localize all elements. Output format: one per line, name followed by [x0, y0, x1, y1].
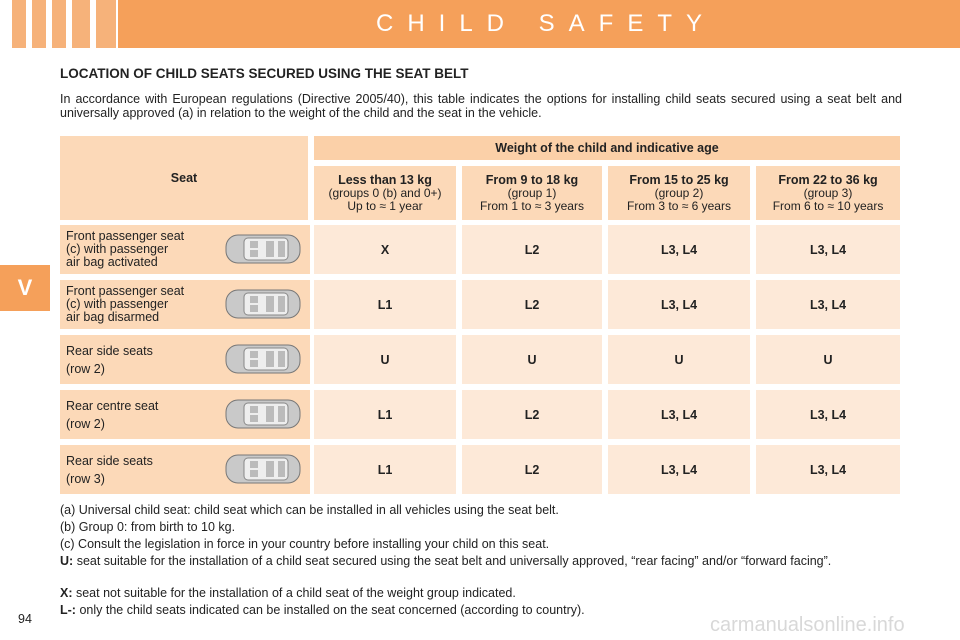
- seat-label: air bag disarmed: [66, 310, 160, 324]
- page-number: 94: [18, 612, 32, 626]
- group: (group 1): [507, 185, 557, 200]
- seat-label: (row 2): [66, 361, 105, 376]
- cell-value: L3, L4: [608, 445, 750, 494]
- car-icon: [225, 399, 301, 429]
- note: (b) Group 0: from birth to 10 kg.: [60, 520, 902, 535]
- cell-value: U: [462, 335, 602, 384]
- column-header: From 15 to 25 kg (group 2) From 3 to ≈ 6 y…: [608, 166, 750, 220]
- seat-label: Rear side seats: [66, 453, 153, 468]
- note-label: U:: [60, 554, 74, 568]
- intro: In accordance with European regulations …: [60, 92, 902, 120]
- seat-label: Rear centre seat: [66, 398, 159, 413]
- age: From 1 to ≈ 3 years: [480, 198, 584, 213]
- cell-value: L3, L4: [608, 225, 750, 274]
- car-icon: [224, 287, 302, 326]
- cell-value: L3, L4: [756, 225, 900, 274]
- car-icon: [225, 454, 301, 484]
- note-text: (a) Universal child seat: child seat whi…: [60, 503, 559, 517]
- cell-value: U: [608, 335, 750, 384]
- cell-value: L2: [462, 280, 602, 329]
- cell-value: X: [314, 225, 456, 274]
- age: From 3 to ≈ 6 years: [627, 198, 731, 213]
- car-icon: [224, 397, 302, 436]
- group: (group 3): [803, 185, 853, 200]
- weight: From 15 to 25 kg: [629, 172, 729, 187]
- cell-value: L2: [462, 390, 602, 439]
- note-text: only the child seats indicated can be in…: [79, 603, 585, 617]
- stripe: [32, 0, 46, 48]
- note: X: seat not suitable for the installatio…: [60, 586, 922, 601]
- cell-value: L3, L4: [756, 390, 900, 439]
- seat-label: (c) with passenger: [66, 242, 169, 256]
- seat-label: Front passenger seat: [66, 229, 185, 243]
- seat-cell: Rear side seats (row 2): [60, 335, 310, 384]
- note: L-: only the child seats indicated can b…: [60, 603, 922, 618]
- cell-value: L1: [314, 445, 456, 494]
- age: Up to ≈ 1 year: [347, 198, 423, 213]
- cell-value: U: [314, 335, 456, 384]
- car-icon: [225, 289, 301, 319]
- weight: From 9 to 18 kg: [485, 172, 579, 187]
- note-text: (c) Consult the legislation in force in …: [60, 537, 550, 551]
- seat-label: (c) with passenger: [66, 297, 169, 311]
- seat-label: (row 3): [66, 471, 105, 486]
- cell-value: L2: [462, 445, 602, 494]
- cell-value: L1: [314, 390, 456, 439]
- weight: From 22 to 36 kg: [778, 172, 878, 187]
- note-text: seat not suitable for the installation o…: [75, 586, 516, 600]
- stripe: [12, 0, 26, 48]
- cell-value: L3, L4: [756, 280, 900, 329]
- stripe: [72, 0, 90, 48]
- note: (a) Universal child seat: child seat whi…: [60, 503, 902, 518]
- car-icon: [224, 452, 302, 491]
- note-text: (b) Group 0: from birth to 10 kg.: [60, 520, 236, 534]
- seat-label: Rear side seats: [66, 343, 153, 358]
- heading: LOCATION OF CHILD SEATS SECURED USING TH…: [60, 66, 469, 81]
- column-header: From 22 to 36 kg (group 3) From 6 to ≈ 10 …: [756, 166, 900, 220]
- note-label: L-:: [60, 603, 76, 617]
- group: (groups 0 (b) and 0+): [328, 185, 442, 200]
- car-icon: [224, 342, 302, 381]
- weight: Less than 13 kg: [338, 172, 432, 187]
- note: (c) Consult the legislation in force in …: [60, 537, 902, 552]
- column-header: Less than 13 kg (groups 0 (b) and 0+) Up t…: [314, 166, 456, 220]
- cell-value: L3, L4: [608, 280, 750, 329]
- note-label: X:: [60, 586, 73, 600]
- stripe: [96, 0, 116, 48]
- cell-value: U: [756, 335, 900, 384]
- section-tab: V: [0, 265, 50, 311]
- stripe: [52, 0, 66, 48]
- car-icon: [225, 234, 301, 264]
- note: U: seat suitable for the installation of…: [60, 554, 922, 569]
- page-title: CHILD SAFETY: [118, 0, 960, 48]
- header: CHILD SAFETY: [0, 0, 960, 48]
- car-icon: [225, 344, 301, 374]
- cell-value: L2: [462, 225, 602, 274]
- seat-label: air bag activated: [66, 255, 158, 269]
- car-icon: [224, 232, 302, 271]
- watermark: carmanualsonline.info: [710, 614, 905, 636]
- cell-value: L1: [314, 280, 456, 329]
- seat-label: Front passenger seat: [66, 284, 185, 298]
- seat-header: Seat: [60, 136, 308, 220]
- group: (group 2): [654, 185, 704, 200]
- note-text: seat suitable for the installation of a …: [76, 554, 832, 568]
- age: From 6 to ≈ 10 years: [772, 198, 884, 213]
- seat-label: (row 2): [66, 416, 105, 431]
- weight-header: Weight of the child and indicative age: [314, 136, 900, 160]
- column-header: From 9 to 18 kg (group 1) From 1 to ≈ 3 ye…: [462, 166, 602, 220]
- cell-value: L3, L4: [608, 390, 750, 439]
- cell-value: L3, L4: [756, 445, 900, 494]
